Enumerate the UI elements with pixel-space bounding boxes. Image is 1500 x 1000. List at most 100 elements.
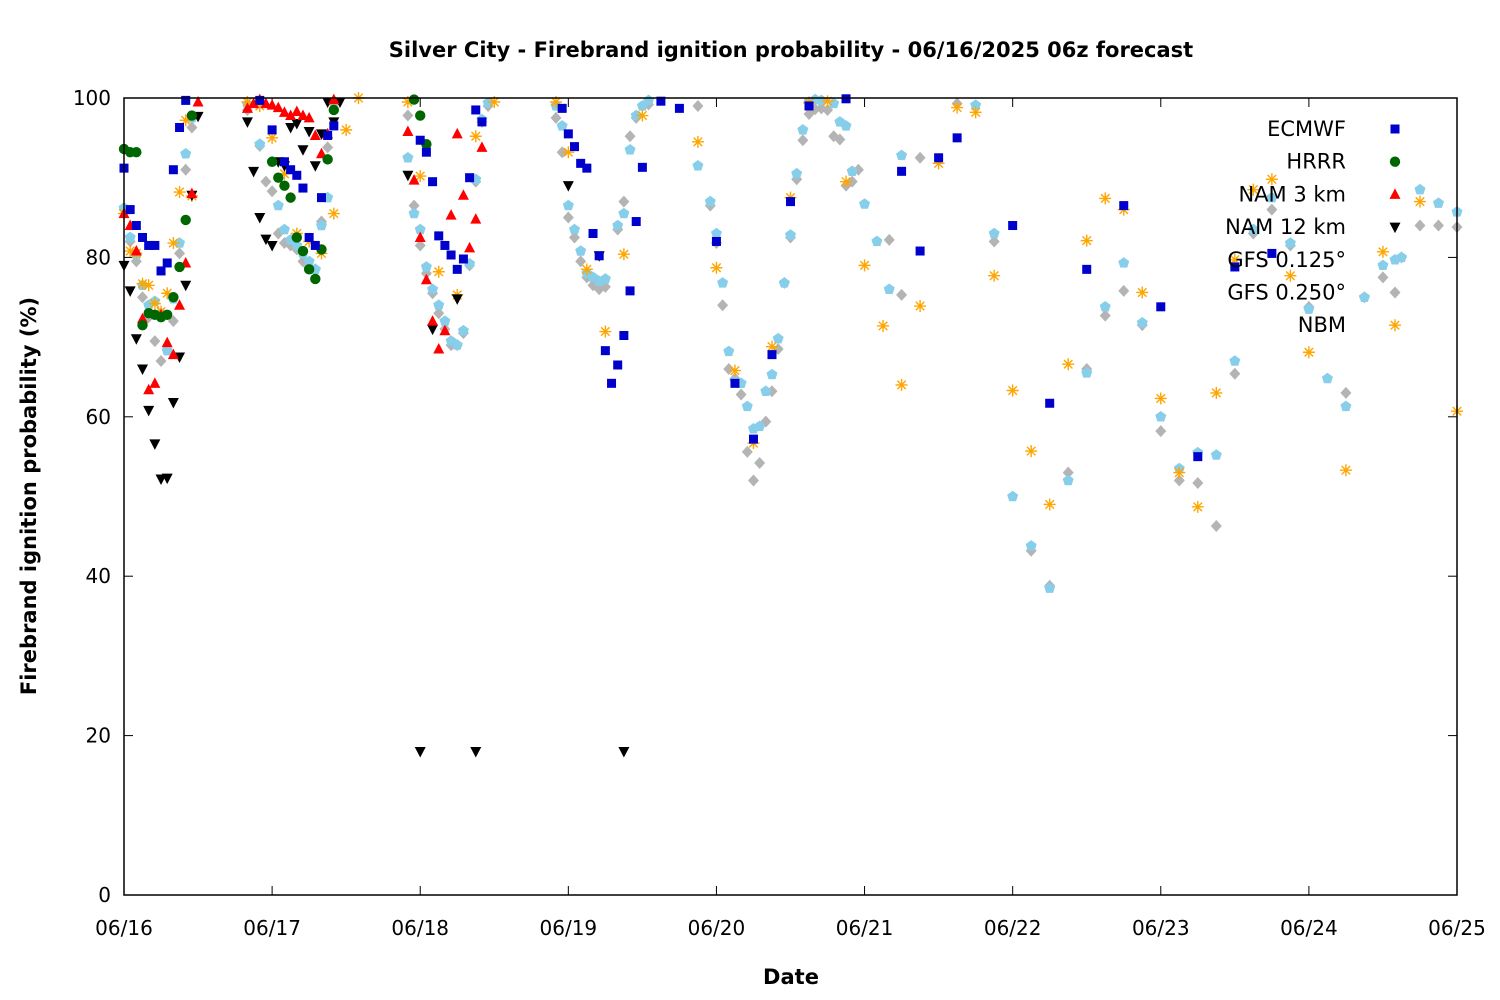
data-point [618, 207, 630, 219]
legend-label: GFS 0.125° [1227, 248, 1346, 272]
data-point [181, 95, 191, 105]
data-point [255, 95, 265, 105]
x-tick-label: 06/25 [1428, 916, 1486, 940]
data-point [272, 199, 284, 211]
data-point [471, 105, 481, 115]
data-point [562, 181, 574, 192]
data-point [618, 747, 630, 758]
data-point [130, 245, 142, 256]
data-point [162, 258, 172, 268]
data-point [124, 286, 136, 297]
data-point [408, 207, 420, 219]
data-point [285, 109, 297, 121]
legend-label: NAM 3 km [1238, 182, 1346, 206]
data-point [1155, 411, 1167, 422]
data-point [1266, 203, 1278, 216]
data-point [1284, 237, 1296, 248]
data-point [143, 405, 155, 417]
data-point [432, 265, 445, 278]
data-point [1414, 183, 1426, 195]
data-point [582, 163, 592, 173]
data-point [266, 99, 278, 110]
data-point [883, 233, 895, 246]
data-point [1119, 201, 1129, 211]
data-point [266, 240, 278, 252]
data-point [576, 158, 586, 168]
data-point [137, 364, 149, 375]
data-point [754, 420, 766, 432]
data-point [1082, 264, 1092, 274]
data-point [570, 142, 580, 152]
data-point [291, 119, 303, 130]
data-point [137, 312, 149, 324]
data-point [297, 245, 309, 257]
data-point [427, 324, 439, 336]
data-point [180, 163, 192, 176]
data-point [303, 126, 315, 138]
data-point [617, 248, 630, 261]
data-point [1025, 445, 1038, 458]
y-tick-label: 20 [86, 724, 111, 748]
data-point [323, 130, 333, 140]
data-point [846, 165, 858, 177]
data-point [285, 192, 296, 203]
y-tick-label: 100 [73, 86, 111, 110]
x-tick-label: 06/23 [1132, 916, 1190, 940]
data-point [414, 239, 426, 252]
data-point [1173, 466, 1186, 479]
data-point [402, 170, 414, 182]
data-point [124, 245, 137, 258]
data-point [1414, 219, 1426, 232]
data-point [1210, 386, 1223, 399]
data-point [1099, 301, 1111, 312]
data-point [408, 199, 420, 212]
data-point [173, 186, 186, 199]
data-point [253, 99, 266, 112]
data-point [439, 324, 451, 336]
data-point [401, 95, 414, 108]
data-point [821, 95, 834, 108]
data-point [1155, 425, 1167, 438]
data-point [174, 299, 186, 310]
data-point [1358, 291, 1370, 302]
data-point [897, 166, 907, 176]
x-tick-label: 06/18 [391, 916, 449, 940]
data-point [859, 198, 871, 209]
data-point [304, 232, 314, 242]
data-point [272, 101, 284, 113]
data-point [327, 207, 340, 220]
data-point [728, 364, 741, 377]
legend-label: NBM [1298, 313, 1346, 337]
data-point [150, 240, 160, 250]
data-point [445, 209, 457, 220]
data-point [266, 185, 278, 198]
data-point [457, 189, 469, 200]
data-point [402, 151, 414, 163]
legend-label: ECMWF [1267, 117, 1346, 141]
data-point [179, 114, 192, 127]
data-point [415, 135, 425, 145]
x-tick-label: 06/21 [836, 916, 894, 940]
data-point [568, 223, 581, 235]
data-point [328, 93, 340, 105]
data-point [457, 324, 469, 336]
data-point [149, 377, 161, 388]
data-point [636, 109, 649, 122]
y-tick-label: 40 [86, 564, 111, 588]
data-point [174, 352, 186, 364]
data-point [988, 227, 1000, 239]
legend-label: HRRR [1286, 150, 1346, 174]
data-point [408, 174, 420, 185]
data-point [414, 170, 427, 183]
data-point [692, 99, 704, 112]
data-point [433, 343, 445, 354]
data-point [167, 237, 180, 250]
data-point [408, 94, 420, 105]
data-point [624, 144, 636, 155]
data-point [588, 228, 598, 238]
data-point [988, 269, 1001, 282]
data-point [723, 345, 735, 357]
y-tick-label: 0 [98, 883, 111, 907]
data-point [260, 97, 272, 109]
data-point [730, 378, 740, 388]
